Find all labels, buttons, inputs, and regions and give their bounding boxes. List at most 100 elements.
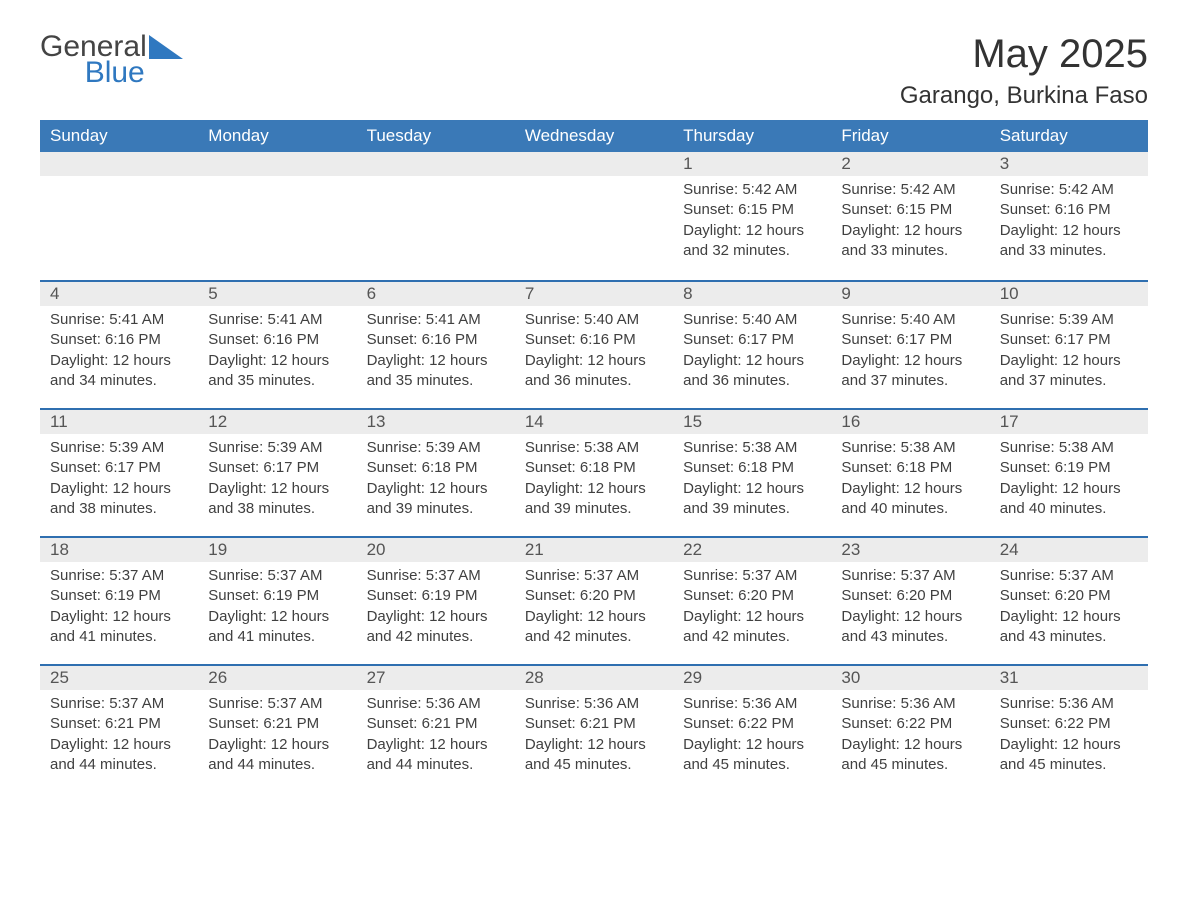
day-number: 31 [990,664,1148,690]
day-sunrise: Sunrise: 5:38 AM [683,438,821,458]
calendar-week: 1Sunrise: 5:42 AMSunset: 6:15 PMDaylight… [40,152,1148,280]
calendar-cell: 16Sunrise: 5:38 AMSunset: 6:18 PMDayligh… [831,408,989,536]
calendar-cell: 25Sunrise: 5:37 AMSunset: 6:21 PMDayligh… [40,664,198,792]
calendar-cell: 19Sunrise: 5:37 AMSunset: 6:19 PMDayligh… [198,536,356,664]
day-d1: Daylight: 12 hours [525,735,663,755]
day-details: Sunrise: 5:36 AMSunset: 6:21 PMDaylight:… [357,690,515,775]
day-d2: and 34 minutes. [50,371,188,391]
calendar-cell: 4Sunrise: 5:41 AMSunset: 6:16 PMDaylight… [40,280,198,408]
day-d2: and 42 minutes. [367,627,505,647]
day-sunrise: Sunrise: 5:36 AM [841,694,979,714]
calendar-cell: 29Sunrise: 5:36 AMSunset: 6:22 PMDayligh… [673,664,831,792]
calendar-cell: 6Sunrise: 5:41 AMSunset: 6:16 PMDaylight… [357,280,515,408]
day-sunrise: Sunrise: 5:40 AM [683,310,821,330]
day-d1: Daylight: 12 hours [208,607,346,627]
day-sunset: Sunset: 6:17 PM [683,330,821,350]
day-number: 11 [40,408,198,434]
day-number: 17 [990,408,1148,434]
day-details: Sunrise: 5:42 AMSunset: 6:15 PMDaylight:… [673,176,831,261]
day-d1: Daylight: 12 hours [1000,607,1138,627]
day-number: 5 [198,280,356,306]
day-details: Sunrise: 5:36 AMSunset: 6:22 PMDaylight:… [990,690,1148,775]
day-sunset: Sunset: 6:19 PM [367,586,505,606]
calendar-cell: 20Sunrise: 5:37 AMSunset: 6:19 PMDayligh… [357,536,515,664]
day-sunset: Sunset: 6:15 PM [841,200,979,220]
day-number: 8 [673,280,831,306]
calendar-cell: 28Sunrise: 5:36 AMSunset: 6:21 PMDayligh… [515,664,673,792]
day-details: Sunrise: 5:41 AMSunset: 6:16 PMDaylight:… [198,306,356,391]
day-number: 24 [990,536,1148,562]
day-sunset: Sunset: 6:21 PM [208,714,346,734]
day-d1: Daylight: 12 hours [50,479,188,499]
day-d2: and 43 minutes. [1000,627,1138,647]
calendar-cell: 10Sunrise: 5:39 AMSunset: 6:17 PMDayligh… [990,280,1148,408]
day-d1: Daylight: 12 hours [50,351,188,371]
day-d2: and 41 minutes. [50,627,188,647]
day-sunset: Sunset: 6:20 PM [1000,586,1138,606]
calendar-cell: 17Sunrise: 5:38 AMSunset: 6:19 PMDayligh… [990,408,1148,536]
day-details: Sunrise: 5:41 AMSunset: 6:16 PMDaylight:… [40,306,198,391]
day-header: Saturday [990,120,1148,152]
day-sunset: Sunset: 6:18 PM [367,458,505,478]
day-number: 4 [40,280,198,306]
day-d2: and 33 minutes. [841,241,979,261]
day-d2: and 44 minutes. [208,755,346,775]
day-number: 10 [990,280,1148,306]
day-number: 1 [673,152,831,176]
day-d1: Daylight: 12 hours [1000,351,1138,371]
calendar-cell [357,152,515,280]
day-sunrise: Sunrise: 5:36 AM [525,694,663,714]
logo-text: General Blue [40,32,147,88]
day-sunrise: Sunrise: 5:42 AM [1000,180,1138,200]
day-sunset: Sunset: 6:21 PM [367,714,505,734]
day-details: Sunrise: 5:36 AMSunset: 6:21 PMDaylight:… [515,690,673,775]
calendar-cell: 1Sunrise: 5:42 AMSunset: 6:15 PMDaylight… [673,152,831,280]
day-d2: and 45 minutes. [1000,755,1138,775]
day-d1: Daylight: 12 hours [525,351,663,371]
calendar-cell: 13Sunrise: 5:39 AMSunset: 6:18 PMDayligh… [357,408,515,536]
day-number: 28 [515,664,673,690]
day-d2: and 39 minutes. [683,499,821,519]
day-sunset: Sunset: 6:18 PM [841,458,979,478]
calendar-cell: 11Sunrise: 5:39 AMSunset: 6:17 PMDayligh… [40,408,198,536]
day-sunrise: Sunrise: 5:37 AM [1000,566,1138,586]
day-d2: and 35 minutes. [208,371,346,391]
day-number: 9 [831,280,989,306]
day-sunrise: Sunrise: 5:38 AM [525,438,663,458]
day-sunset: Sunset: 6:16 PM [1000,200,1138,220]
day-details: Sunrise: 5:38 AMSunset: 6:19 PMDaylight:… [990,434,1148,519]
day-d1: Daylight: 12 hours [50,735,188,755]
calendar-cell: 21Sunrise: 5:37 AMSunset: 6:20 PMDayligh… [515,536,673,664]
day-sunset: Sunset: 6:16 PM [50,330,188,350]
day-d2: and 33 minutes. [1000,241,1138,261]
day-details: Sunrise: 5:42 AMSunset: 6:16 PMDaylight:… [990,176,1148,261]
calendar-week: 18Sunrise: 5:37 AMSunset: 6:19 PMDayligh… [40,536,1148,664]
calendar-head: SundayMondayTuesdayWednesdayThursdayFrid… [40,120,1148,152]
day-number: 2 [831,152,989,176]
calendar-week: 25Sunrise: 5:37 AMSunset: 6:21 PMDayligh… [40,664,1148,792]
day-d2: and 37 minutes. [841,371,979,391]
day-sunrise: Sunrise: 5:38 AM [841,438,979,458]
day-number: 3 [990,152,1148,176]
day-header: Friday [831,120,989,152]
day-sunset: Sunset: 6:20 PM [525,586,663,606]
empty-day [40,152,198,176]
day-sunrise: Sunrise: 5:36 AM [1000,694,1138,714]
day-sunrise: Sunrise: 5:36 AM [367,694,505,714]
calendar-cell: 27Sunrise: 5:36 AMSunset: 6:21 PMDayligh… [357,664,515,792]
day-sunrise: Sunrise: 5:37 AM [841,566,979,586]
day-sunset: Sunset: 6:17 PM [1000,330,1138,350]
day-number: 7 [515,280,673,306]
day-d2: and 35 minutes. [367,371,505,391]
day-sunrise: Sunrise: 5:37 AM [525,566,663,586]
day-sunset: Sunset: 6:19 PM [1000,458,1138,478]
day-d1: Daylight: 12 hours [367,479,505,499]
day-d2: and 40 minutes. [1000,499,1138,519]
day-number: 23 [831,536,989,562]
day-d1: Daylight: 12 hours [683,607,821,627]
day-details: Sunrise: 5:39 AMSunset: 6:17 PMDaylight:… [990,306,1148,391]
logo-triangle-icon [149,35,183,59]
calendar-cell: 31Sunrise: 5:36 AMSunset: 6:22 PMDayligh… [990,664,1148,792]
day-header: Wednesday [515,120,673,152]
calendar-cell [515,152,673,280]
